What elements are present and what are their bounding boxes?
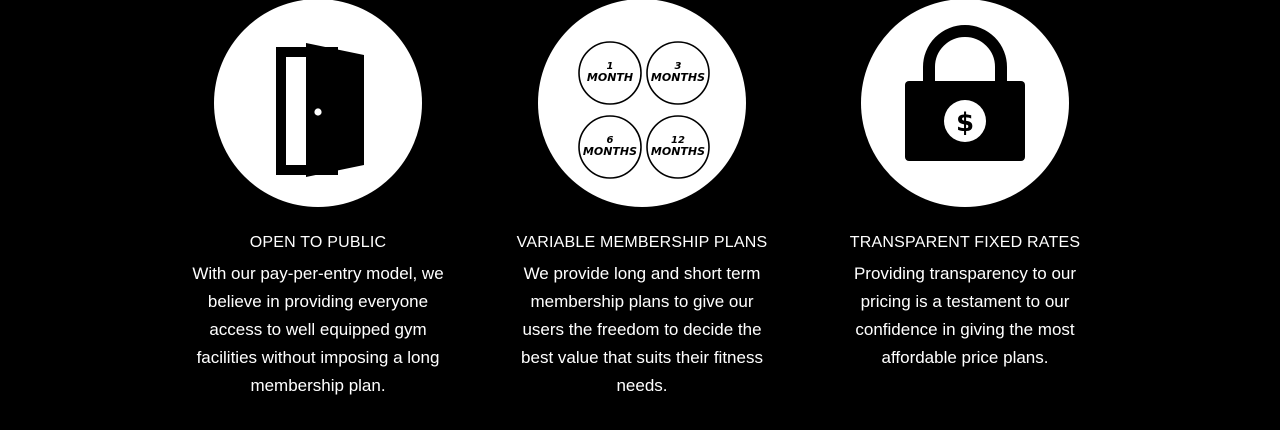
- plan-badge-1-month: 1 MONTH: [578, 41, 642, 105]
- feature-description: Providing transparency to our pricing is…: [853, 264, 1077, 367]
- plan-number: 1: [607, 61, 614, 72]
- plan-badge-6-months: 6 MONTHS: [578, 115, 642, 179]
- feature-open-to-public: OPEN TO PUBLIC With our pay-per-entry mo…: [168, 0, 468, 400]
- open-door-icon: [276, 43, 364, 177]
- plan-unit: MONTHS: [651, 71, 705, 84]
- feature-icon-circle: $: [861, 0, 1069, 207]
- plan-number: 6: [607, 135, 614, 146]
- feature-description: With our pay-per-entry model, we believe…: [192, 264, 444, 395]
- feature-title: TRANSPARENT FIXED RATES: [849, 234, 1081, 251]
- feature-title: VARIABLE MEMBERSHIP PLANS: [516, 234, 768, 251]
- plan-number: 12: [671, 135, 685, 146]
- plan-unit: MONTH: [587, 71, 633, 84]
- plan-unit: MONTHS: [583, 145, 637, 158]
- plan-badge-12-months: 12 MONTHS: [646, 115, 710, 179]
- membership-plans-icon: 1 MONTH 3 MONTHS 6 MONTHS 12 MONTHS: [578, 41, 710, 179]
- plan-number: 3: [675, 61, 682, 72]
- plan-badge-3-months: 3 MONTHS: [646, 41, 710, 105]
- feature-transparent-fixed-rates: $ TRANSPARENT FIXED RATES Providing tran…: [815, 0, 1115, 372]
- plan-unit: MONTHS: [651, 145, 705, 158]
- dollar-symbol: $: [956, 108, 974, 138]
- feature-icon-circle: 1 MONTH 3 MONTHS 6 MONTHS 12 MONTHS: [538, 0, 746, 207]
- feature-description: We provide long and short term membershi…: [521, 264, 763, 395]
- padlock-dollar-icon: $: [905, 25, 1025, 161]
- feature-icon-circle: [214, 0, 422, 207]
- feature-variable-membership-plans: 1 MONTH 3 MONTHS 6 MONTHS 12 MONTHS VARI…: [492, 0, 792, 400]
- feature-title: OPEN TO PUBLIC: [249, 234, 387, 251]
